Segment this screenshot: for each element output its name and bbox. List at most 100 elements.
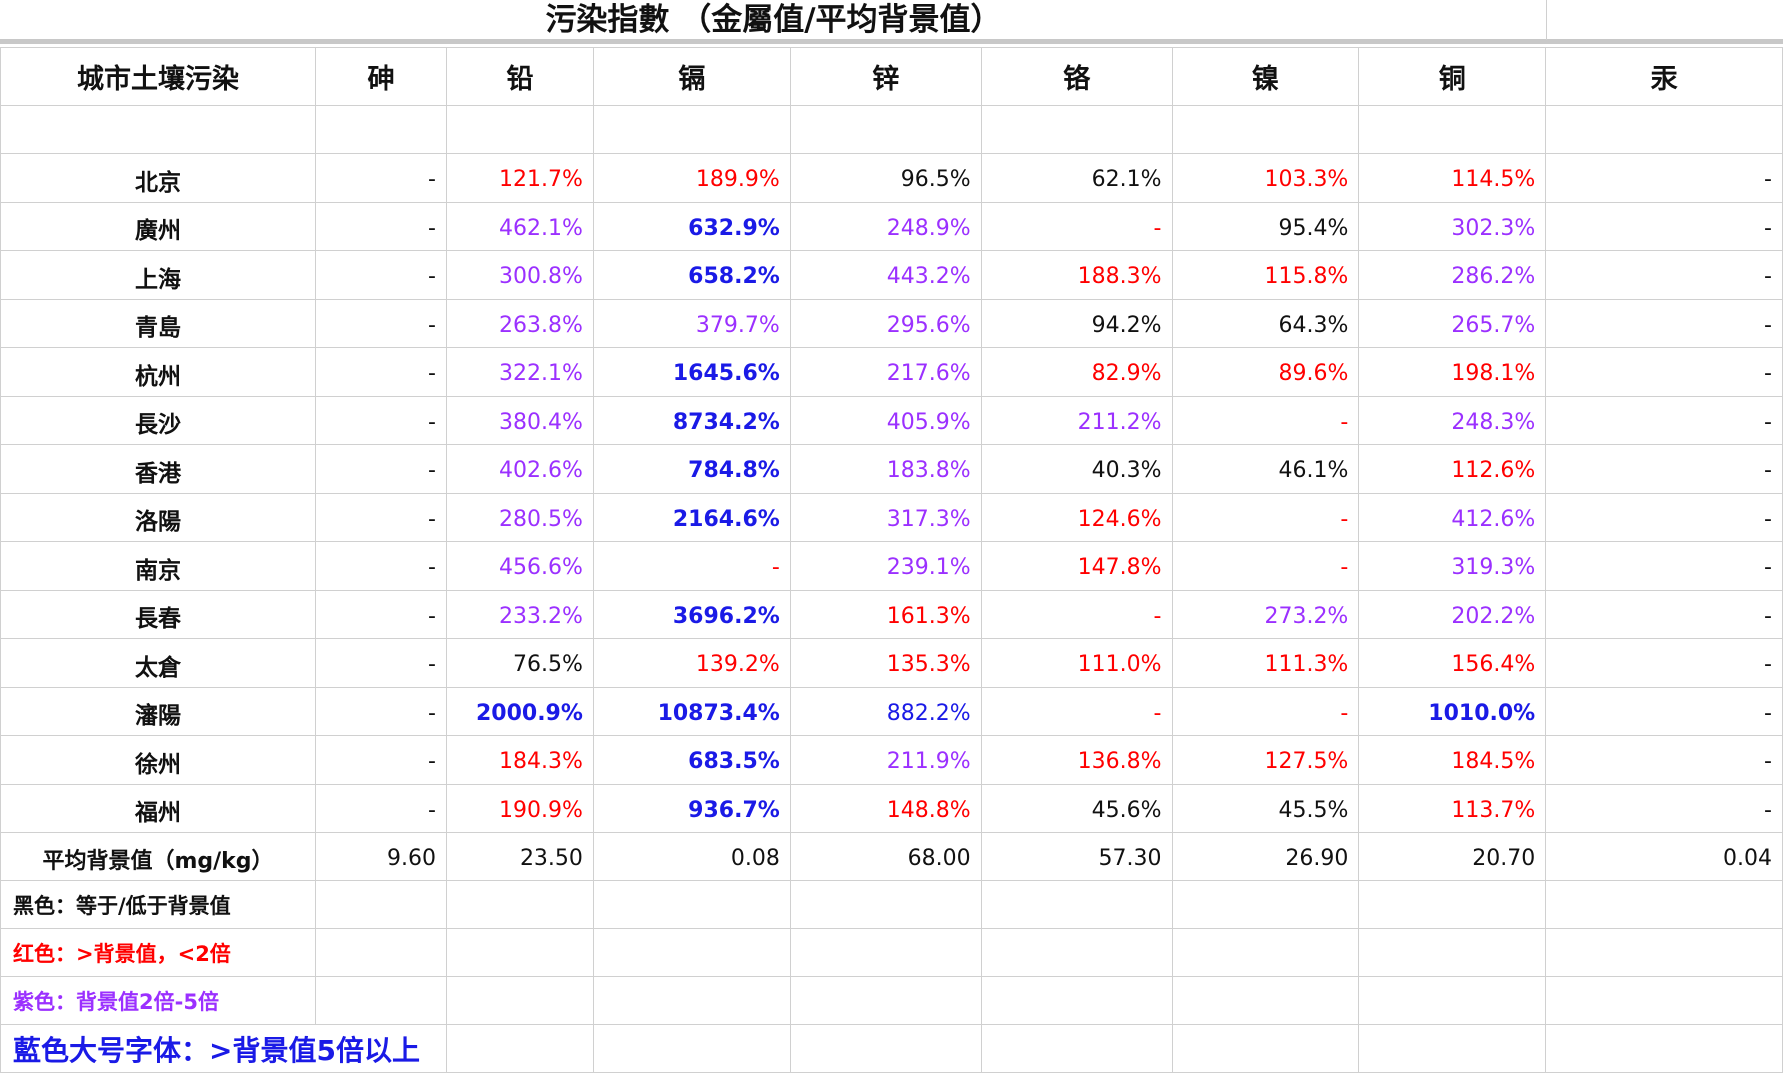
lead-value-cell[interactable]: 76.5% (445, 638, 594, 688)
zinc-value-cell[interactable]: 295.6% (789, 298, 982, 348)
cadmium-value-cell[interactable]: - (592, 541, 791, 591)
chromium-value-cell[interactable]: 188.3% (980, 250, 1173, 300)
arsenic-value-cell[interactable]: - (314, 589, 447, 639)
cadmium-value-cell[interactable]: 936.7% (592, 783, 791, 833)
nickel-value-cell[interactable]: - (1171, 492, 1360, 542)
mercury-value-cell[interactable]: - (1545, 589, 1783, 639)
lead-value-cell[interactable]: 233.2% (445, 589, 594, 639)
legend-blue-text[interactable]: 藍色大号字体：>背景值5倍以上 (0, 1024, 447, 1073)
mercury-value-cell[interactable]: - (1545, 298, 1783, 348)
cadmium-value-cell[interactable]: 632.9% (592, 201, 791, 251)
arsenic-value-cell[interactable]: - (314, 735, 447, 785)
city-cell[interactable]: 瀋陽 (0, 686, 316, 736)
header-zinc[interactable]: 锌 (789, 47, 982, 106)
empty-cell[interactable] (445, 928, 594, 977)
city-cell[interactable]: 徐州 (0, 735, 316, 785)
nickel-value-cell[interactable]: 45.5% (1171, 783, 1360, 833)
copper-value-cell[interactable]: 198.1% (1358, 347, 1547, 397)
zinc-value-cell[interactable]: 443.2% (789, 250, 982, 300)
copper-value-cell[interactable]: 265.7% (1358, 298, 1547, 348)
mercury-value-cell[interactable]: - (1545, 347, 1783, 397)
lead-value-cell[interactable]: 263.8% (445, 298, 594, 348)
lead-value-cell[interactable]: 462.1% (445, 201, 594, 251)
nickel-average-cell[interactable]: 26.90 (1171, 832, 1360, 881)
empty-cell[interactable] (1171, 880, 1360, 929)
city-cell[interactable]: 北京 (0, 153, 316, 203)
chromium-value-cell[interactable]: 136.8% (980, 735, 1173, 785)
arsenic-average-cell[interactable]: 9.60 (314, 832, 447, 881)
empty-cell[interactable] (789, 105, 982, 154)
city-cell[interactable]: 廣州 (0, 201, 316, 251)
lead-value-cell[interactable]: 2000.9% (445, 686, 594, 736)
header-arsenic[interactable]: 砷 (314, 47, 447, 106)
empty-cell[interactable] (445, 880, 594, 929)
nickel-value-cell[interactable]: 46.1% (1171, 444, 1360, 494)
legend-purple-text[interactable]: 紫色：背景值2倍-5倍 (0, 976, 316, 1025)
cadmium-value-cell[interactable]: 379.7% (592, 298, 791, 348)
city-cell[interactable]: 青島 (0, 298, 316, 348)
mercury-value-cell[interactable]: - (1545, 201, 1783, 251)
empty-cell[interactable] (314, 928, 447, 977)
legend-black-text[interactable]: 黑色：等于/低于背景值 (0, 880, 316, 929)
chromium-average-cell[interactable]: 57.30 (980, 832, 1173, 881)
header-cadmium[interactable]: 镉 (592, 47, 791, 106)
arsenic-value-cell[interactable]: - (314, 783, 447, 833)
zinc-value-cell[interactable]: 148.8% (789, 783, 982, 833)
zinc-value-cell[interactable]: 96.5% (789, 153, 982, 203)
arsenic-value-cell[interactable]: - (314, 395, 447, 445)
mercury-value-cell[interactable]: - (1545, 444, 1783, 494)
city-cell[interactable]: 南京 (0, 541, 316, 591)
header-mercury[interactable]: 汞 (1545, 47, 1783, 106)
mercury-value-cell[interactable]: - (1545, 638, 1783, 688)
copper-value-cell[interactable]: 286.2% (1358, 250, 1547, 300)
chromium-value-cell[interactable]: 211.2% (980, 395, 1173, 445)
copper-value-cell[interactable]: 302.3% (1358, 201, 1547, 251)
chromium-value-cell[interactable]: 82.9% (980, 347, 1173, 397)
chromium-value-cell[interactable]: 62.1% (980, 153, 1173, 203)
nickel-value-cell[interactable]: 115.8% (1171, 250, 1360, 300)
mercury-value-cell[interactable]: - (1545, 492, 1783, 542)
empty-cell[interactable] (980, 105, 1173, 154)
zinc-value-cell[interactable]: 217.6% (789, 347, 982, 397)
city-cell[interactable]: 長沙 (0, 395, 316, 445)
empty-cell[interactable] (1358, 1024, 1547, 1073)
zinc-value-cell[interactable]: 317.3% (789, 492, 982, 542)
empty-cell[interactable] (1171, 976, 1360, 1025)
copper-value-cell[interactable]: 112.6% (1358, 444, 1547, 494)
empty-cell[interactable] (789, 1024, 982, 1073)
zinc-average-cell[interactable]: 68.00 (789, 832, 982, 881)
arsenic-value-cell[interactable]: - (314, 250, 447, 300)
chromium-value-cell[interactable]: 147.8% (980, 541, 1173, 591)
lead-value-cell[interactable]: 121.7% (445, 153, 594, 203)
lead-value-cell[interactable]: 300.8% (445, 250, 594, 300)
legend-red-text[interactable]: 红色：>背景值，<2倍 (0, 928, 316, 977)
cadmium-average-cell[interactable]: 0.08 (592, 832, 791, 881)
nickel-value-cell[interactable]: - (1171, 686, 1360, 736)
empty-cell[interactable] (592, 105, 791, 154)
city-cell[interactable]: 太倉 (0, 638, 316, 688)
cadmium-value-cell[interactable]: 10873.4% (592, 686, 791, 736)
zinc-value-cell[interactable]: 248.9% (789, 201, 982, 251)
empty-cell[interactable] (445, 976, 594, 1025)
nickel-value-cell[interactable]: 89.6% (1171, 347, 1360, 397)
empty-cell[interactable] (445, 1024, 594, 1073)
empty-cell[interactable] (592, 976, 791, 1025)
mercury-value-cell[interactable]: - (1545, 686, 1783, 736)
arsenic-value-cell[interactable]: - (314, 541, 447, 591)
chromium-value-cell[interactable]: - (980, 589, 1173, 639)
cadmium-value-cell[interactable]: 189.9% (592, 153, 791, 203)
mercury-value-cell[interactable]: - (1545, 250, 1783, 300)
arsenic-value-cell[interactable]: - (314, 201, 447, 251)
chromium-value-cell[interactable]: 45.6% (980, 783, 1173, 833)
nickel-value-cell[interactable]: - (1171, 541, 1360, 591)
chromium-value-cell[interactable]: 111.0% (980, 638, 1173, 688)
empty-cell[interactable] (1545, 105, 1783, 154)
copper-value-cell[interactable]: 114.5% (1358, 153, 1547, 203)
empty-cell[interactable] (1358, 105, 1547, 154)
zinc-value-cell[interactable]: 135.3% (789, 638, 982, 688)
arsenic-value-cell[interactable]: - (314, 686, 447, 736)
empty-cell[interactable] (1358, 928, 1547, 977)
lead-value-cell[interactable]: 190.9% (445, 783, 594, 833)
city-cell[interactable]: 福州 (0, 783, 316, 833)
cadmium-value-cell[interactable]: 2164.6% (592, 492, 791, 542)
